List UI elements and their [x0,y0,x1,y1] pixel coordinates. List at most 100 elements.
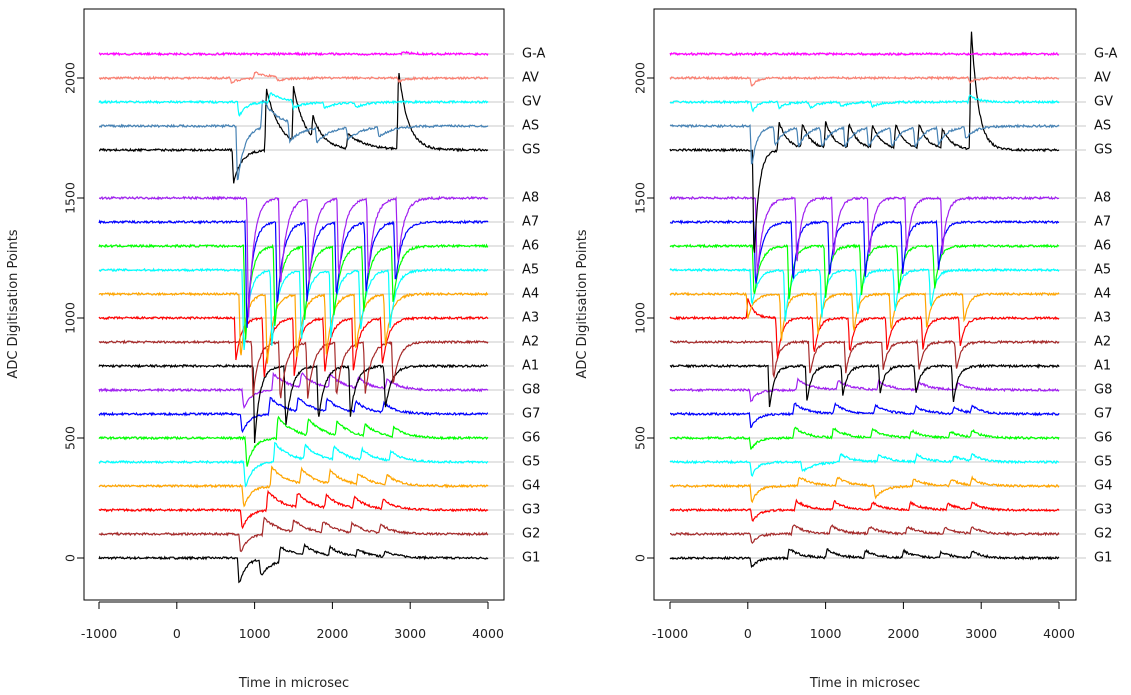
channel-label-gv: GV [522,95,541,110]
channel-label-gs: GS [522,143,540,158]
trace-g4 [669,475,1060,504]
x-tick-label: 4000 [472,626,504,641]
channel-label-g3: G3 [1094,503,1112,518]
y-tick-label: 1500 [633,182,648,214]
trace-g7 [98,396,488,434]
channel-label-g-a: G-A [1094,47,1117,62]
y-tick-label: 1500 [63,182,78,214]
trace-a1 [98,363,489,444]
trace-as [99,99,489,181]
trace-a8 [669,195,1060,274]
x-tick-label: 3000 [394,626,426,641]
channel-label-g7: G7 [522,407,540,422]
trace-g8 [669,377,1060,403]
trace-g5 [669,452,1060,477]
channel-label-g5: G5 [522,455,540,470]
channel-label-a1: A1 [522,359,539,374]
left-x-axis-title: Time in microsec [238,676,349,691]
x-tick-label: 2000 [887,626,919,641]
channel-label-a5: A5 [1094,263,1111,278]
channel-label-a5: A5 [522,263,539,278]
left-y-axis-title: ADC Digitisation Points [6,229,21,378]
channel-label-g5: G5 [1094,455,1112,470]
channel-label-a8: A8 [1094,191,1111,206]
x-tick-label: 3000 [965,626,997,641]
channel-label-g3: G3 [522,503,540,518]
channel-label-g2: G2 [522,527,540,542]
right-x-axis: -1000 0 1000 2000 3000 4000 [652,601,1075,641]
y-tick-label: 500 [63,426,78,450]
trace-g-a [98,50,489,57]
left-traces [98,50,489,584]
trace-a5 [98,267,488,351]
x-tick-label: 2000 [316,626,348,641]
y-tick-label: 1000 [63,302,78,334]
x-tick-label: 1000 [810,626,842,641]
channel-label-g4: G4 [1094,479,1112,494]
trace-a5 [669,267,1060,322]
right-x-axis-title: Time in microsec [809,676,920,691]
channel-label-g1: G1 [522,551,540,566]
channel-label-a3: A3 [1094,311,1111,326]
x-tick-label: 1000 [239,626,271,641]
channel-label-a3: A3 [522,311,539,326]
y-tick-label: 0 [633,554,648,562]
trace-a2 [669,338,1060,379]
trace-g6 [98,415,489,467]
trace-a4 [669,291,1060,341]
channel-label-g6: G6 [522,431,540,446]
right-traces [669,31,1060,569]
trace-g1 [669,548,1060,569]
left-y-axis: 0 500 1000 1500 2000 [63,62,85,562]
trace-av [669,75,1060,87]
channel-label-a6: A6 [522,239,539,254]
channel-label-gv: GV [1094,95,1113,110]
channel-label-g7: G7 [1094,407,1112,422]
trace-av [98,71,489,84]
trace-a7 [669,219,1060,284]
channel-label-g8: G8 [1094,383,1112,398]
trace-g4 [98,465,489,508]
x-tick-label: 0 [744,626,752,641]
channel-label-a7: A7 [522,215,539,230]
channel-label-av: AV [522,71,539,86]
x-tick-label: 0 [173,626,181,641]
trace-g3 [669,498,1060,523]
left-x-axis: -1000 0 1000 2000 3000 4000 [81,601,504,641]
channel-label-gs: GS [1094,143,1112,158]
right-y-axis-title: ADC Digitisation Points [575,229,590,378]
right-y-axis: 0 500 1000 1500 2000 [633,62,655,562]
channel-label-g6: G6 [1094,431,1112,446]
trace-gv [98,91,489,117]
channel-label-g-a: G-A [522,47,545,62]
y-tick-label: 2000 [633,62,648,94]
trace-a4 [98,291,489,364]
channel-label-g4: G4 [522,479,540,494]
trace-g1 [98,542,489,584]
trace-a7 [98,219,489,328]
trace-g7 [670,402,1060,429]
trace-as [669,123,1060,165]
channel-label-av: AV [1094,71,1111,86]
trace-g3 [98,489,489,530]
right-channel-labels: G1 G2 G3 G4 G5 G6 G7 G8 A1 A2 A3 A4 A5 A6 A7 A8 GS AS GV AV… [1094,47,1117,566]
trace-gs [98,73,489,184]
y-tick-label: 2000 [63,62,78,94]
trace-gv [669,94,1060,113]
trace-g2 [670,524,1060,544]
y-tick-label: 0 [63,554,78,562]
y-tick-label: 1000 [633,302,648,334]
trace-a1 [669,363,1060,408]
channel-label-a6: A6 [1094,239,1111,254]
x-tick-label: 4000 [1043,626,1075,641]
trace-g5 [98,441,489,488]
trace-a3 [669,298,1060,359]
trace-a8 [98,195,489,318]
channel-label-a7: A7 [1094,215,1111,230]
channel-label-g2: G2 [1094,527,1112,542]
y-tick-label: 500 [633,426,648,450]
